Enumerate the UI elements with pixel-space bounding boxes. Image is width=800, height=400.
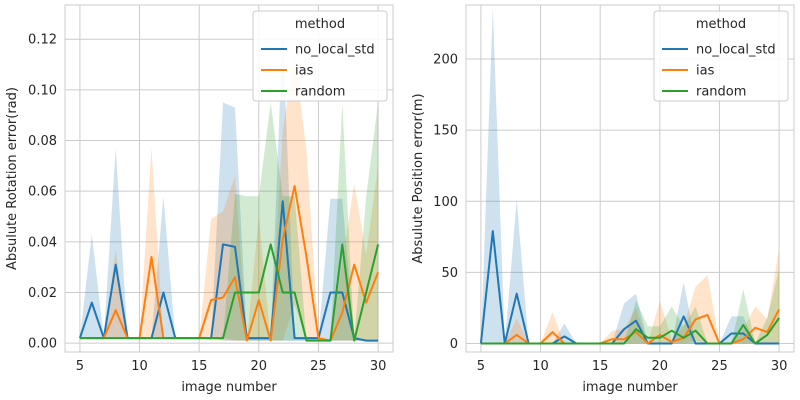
position-series-lines xyxy=(479,230,780,345)
position-legend-label-no-local-std: no_local_std xyxy=(696,43,776,58)
position-y-tick-label: 100 xyxy=(433,195,458,210)
position-y-axis-label: Absulute Position error(m) xyxy=(411,93,426,263)
position-x-tick-label: 5 xyxy=(477,359,485,374)
position-legend-title: method xyxy=(696,17,746,32)
position-x-tick-label: 15 xyxy=(592,359,609,374)
position-line-random xyxy=(480,317,780,345)
position-y-tick-label: 200 xyxy=(433,53,458,68)
rotation-band-no-local-std xyxy=(79,29,379,341)
rotation-y-tick-label: 0.00 xyxy=(28,337,57,352)
position-plot-frame xyxy=(465,4,795,353)
position-x-tick-label: 20 xyxy=(652,359,669,374)
rotation-x-tick-label: 10 xyxy=(131,359,148,374)
position-legend-box xyxy=(653,10,789,102)
rotation-legend-title: method xyxy=(295,17,345,32)
position-legend-label-ias: ias xyxy=(696,64,715,79)
rotation-legend-box xyxy=(252,10,388,102)
rotation-legend-label-random: random xyxy=(295,85,345,100)
position-x-axis-label: image number xyxy=(582,380,678,395)
rotation-x-axis-label: image number xyxy=(181,380,277,395)
position-legend-label-random: random xyxy=(696,85,746,100)
rotation-y-tick-label: 0.08 xyxy=(28,134,57,149)
rotation-y-tick-label: 0.06 xyxy=(28,185,57,200)
rotation-error-chart: 5 10 15 20 25 30 0.00 0.02 0.04 0.06 0.08 0.10 0.12… xyxy=(5,4,394,395)
rotation-plot-frame xyxy=(64,4,394,353)
position-x-tick-label: 30 xyxy=(771,359,788,374)
position-y-tick-label: 0 xyxy=(450,337,458,352)
rotation-x-ticks: 5 10 15 20 25 30 xyxy=(76,359,387,374)
position-error-chart: 5 10 15 20 25 30 0 50 100 150 200 image number Ab… xyxy=(411,4,795,395)
rotation-y-tick-label: 0.02 xyxy=(28,286,57,301)
rotation-x-tick-label: 25 xyxy=(310,359,327,374)
rotation-legend-label-ias: ias xyxy=(295,64,314,79)
rotation-x-tick-label: 20 xyxy=(251,359,268,374)
position-band-ias xyxy=(480,249,780,344)
position-y-tick-label: 150 xyxy=(433,124,458,139)
position-band-no-local-std xyxy=(480,7,780,344)
rotation-series-lines xyxy=(78,185,380,342)
position-y-ticks: 0 50 100 150 200 xyxy=(433,53,458,352)
rotation-x-tick-label: 30 xyxy=(370,359,387,374)
position-y-tick-label: 50 xyxy=(441,266,458,281)
rotation-legend-label-no-local-std: no_local_std xyxy=(295,43,375,58)
position-x-tick-label: 10 xyxy=(532,359,549,374)
rotation-y-tick-label: 0.04 xyxy=(28,235,57,250)
rotation-x-tick-label: 5 xyxy=(76,359,84,374)
rotation-y-axis-label: Absulute Rotation error(rad) xyxy=(5,87,20,270)
position-x-tick-label: 25 xyxy=(711,359,728,374)
rotation-band-ias xyxy=(79,56,379,341)
rotation-y-tick-label: 0.10 xyxy=(28,83,57,98)
rotation-x-tick-label: 15 xyxy=(191,359,208,374)
rotation-y-ticks: 0.00 0.02 0.04 0.06 0.08 0.10 0.12 xyxy=(28,33,57,352)
rotation-line-random xyxy=(79,243,380,342)
rotation-y-tick-label: 0.12 xyxy=(28,33,57,48)
position-x-ticks: 5 10 15 20 25 30 xyxy=(477,359,788,374)
